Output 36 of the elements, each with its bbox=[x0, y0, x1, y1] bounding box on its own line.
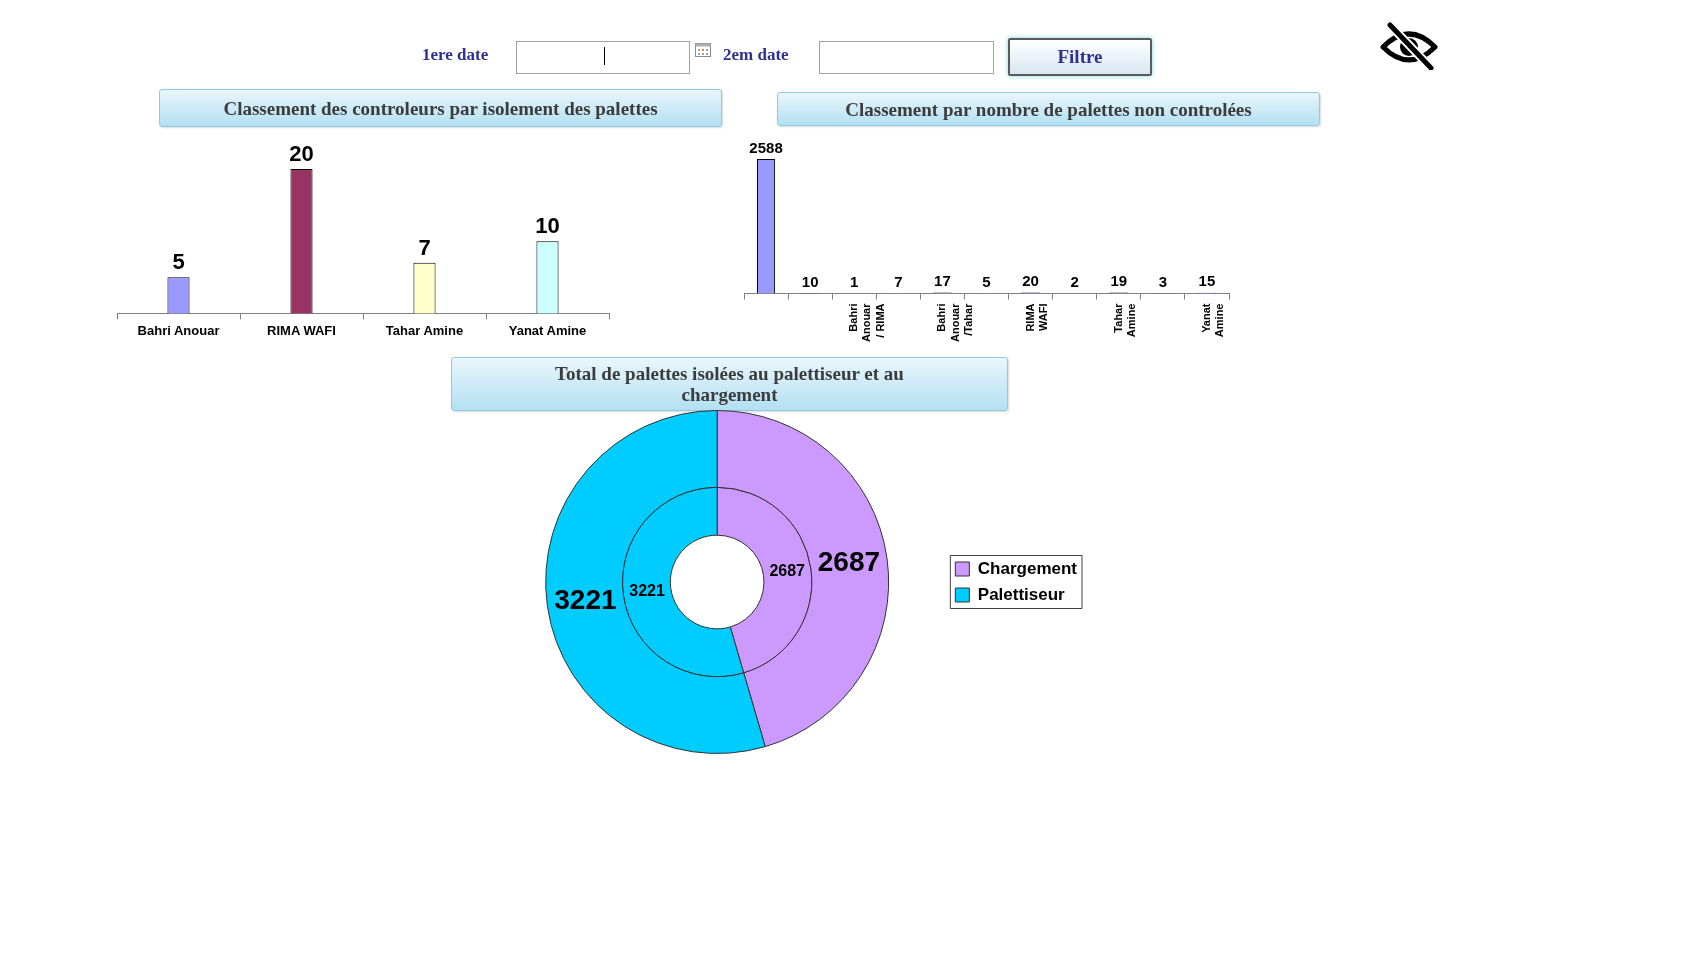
text: 1ere date bbox=[422, 45, 489, 65]
data-label: 19 bbox=[1110, 272, 1128, 290]
data-label: 15 bbox=[1198, 272, 1216, 290]
filter-button: Filtre bbox=[1008, 38, 1152, 76]
data-label: 1 bbox=[850, 273, 859, 291]
chart-title: Total de palettes isolées au palettiseur et au chargement bbox=[451, 357, 1008, 411]
legend-label: Chargement bbox=[977, 558, 1078, 578]
x-tick-label: Yanat Amine bbox=[1199, 303, 1226, 338]
data-label: 20 bbox=[1022, 272, 1039, 290]
x-tick-label: Bahri Anouar bbox=[137, 322, 220, 338]
text: 2em date bbox=[723, 45, 789, 65]
data-label: 7 bbox=[894, 272, 903, 290]
data-label: 10 bbox=[801, 272, 819, 290]
x-tick-label: Yanat Amine bbox=[508, 322, 587, 338]
data-label: 5 bbox=[982, 272, 991, 290]
data-label: 3221 bbox=[629, 582, 666, 600]
data-label: 10 bbox=[535, 213, 560, 239]
x-tick-label: Tahar Amine bbox=[1111, 302, 1137, 338]
data-label: 2 bbox=[1070, 273, 1079, 291]
x-tick-label: RIMA WAFI bbox=[267, 322, 336, 338]
data-label: 3221 bbox=[554, 583, 617, 615]
legend-label: Palettiseur bbox=[977, 584, 1066, 604]
data-label: 3 bbox=[1158, 272, 1168, 290]
x-tick-label: RIMA WAFI bbox=[1023, 303, 1049, 332]
data-label: 5 bbox=[172, 249, 185, 275]
data-label: 2687 bbox=[769, 562, 806, 580]
data-label: 2588 bbox=[749, 138, 783, 156]
x-tick-label: Tahar Amine bbox=[385, 322, 464, 338]
chart-title: Classement par nombre de palettes non controlées bbox=[777, 92, 1320, 126]
x-tick-label: Bahri Anouar /Tahar bbox=[935, 302, 974, 342]
data-label: 2687 bbox=[817, 545, 881, 577]
data-label: 20 bbox=[289, 141, 314, 167]
data-label: 17 bbox=[934, 272, 951, 290]
x-tick-label: Bahri Anouar / RIMA bbox=[847, 302, 886, 342]
data-label: 7 bbox=[418, 234, 431, 260]
chart-title: Classement des controleurs par isolement des palettes bbox=[159, 89, 722, 127]
